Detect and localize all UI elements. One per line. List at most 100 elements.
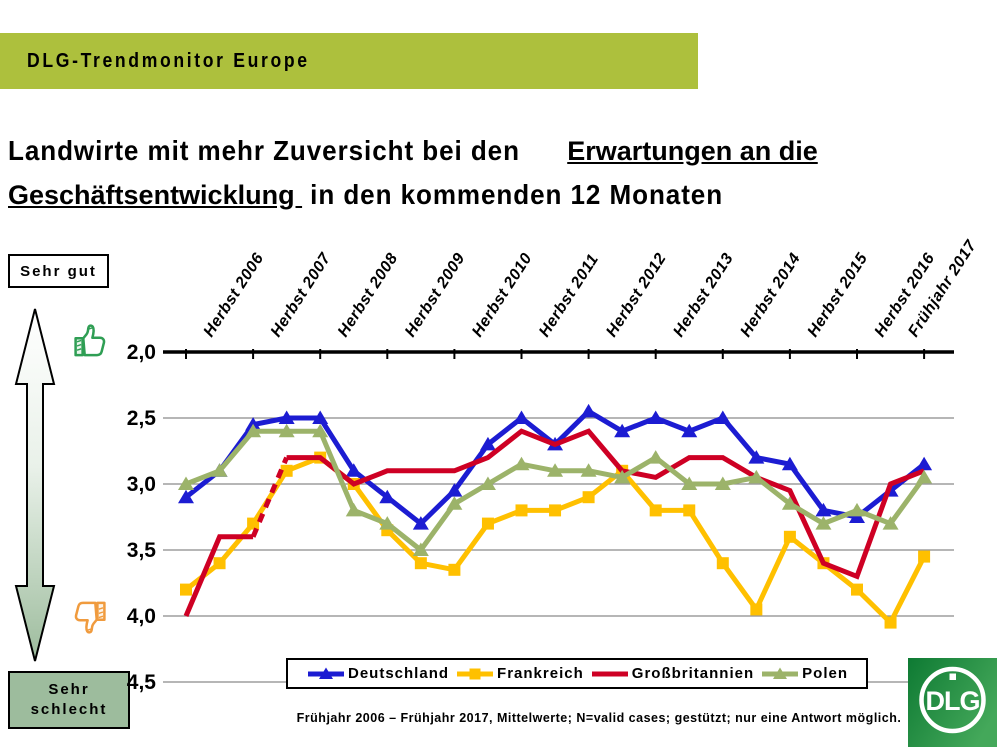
data-point-marker	[245, 423, 262, 438]
data-point-marker	[211, 463, 228, 477]
data-point-marker	[479, 436, 496, 451]
x-tick-label: Herbst 2009	[402, 250, 469, 340]
x-tick-label: Herbst 2012	[603, 250, 670, 340]
x-tick-label: Herbst 2010	[469, 250, 536, 340]
data-point-marker	[647, 450, 664, 464]
data-point-marker	[781, 456, 798, 471]
title-line-1: Landwirte mit mehr Zuversicht bei den Er…	[8, 131, 993, 175]
legend-label-grossbritannien: Großbritannien	[631, 665, 755, 682]
data-point-marker	[851, 583, 863, 596]
legend-label-frankreich: Frankreich	[497, 665, 584, 682]
x-tick-label-group: Herbst 2008	[335, 250, 402, 340]
x-tick-label-group: Herbst 2014	[737, 250, 804, 340]
data-point-marker	[849, 502, 865, 517]
data-point-marker	[916, 456, 933, 471]
x-tick-label: Herbst 2008	[335, 250, 402, 340]
data-point-marker	[448, 563, 461, 576]
data-point-marker	[278, 410, 295, 424]
footnote: Frühjahr 2006 – Frühjahr 2017, Mittelwer…	[296, 711, 902, 725]
x-tick-label: Herbst 2011	[536, 251, 602, 340]
x-tick-label-group: Herbst 2013	[670, 250, 737, 340]
data-point-marker	[748, 450, 765, 464]
data-point-marker	[446, 483, 463, 497]
series-line-großbritannien	[250, 456, 289, 538]
thumbs-up-icon	[74, 324, 106, 357]
data-point-marker	[280, 464, 293, 477]
y-tick-label: 3,0	[127, 473, 156, 496]
title-part-3-underlined: Geschäftsentwicklung	[8, 180, 303, 210]
x-tick-label: Herbst 2006	[201, 250, 268, 340]
data-point-marker	[412, 542, 429, 556]
data-point-marker	[748, 469, 765, 484]
sehr-schlecht-text-2: schlecht	[30, 701, 108, 718]
data-point-marker	[716, 557, 729, 570]
data-point-marker	[481, 517, 494, 530]
legend-marker	[773, 667, 788, 679]
legend-swatch-frankreich	[457, 668, 494, 679]
data-point-marker	[412, 516, 429, 530]
legend-marker	[469, 668, 481, 679]
data-point-marker	[918, 550, 931, 563]
dlg-logo: DLG	[908, 658, 997, 747]
data-point-marker	[247, 517, 260, 530]
legend-swatch-grossbritannien	[591, 671, 628, 676]
data-point-marker	[815, 502, 832, 517]
y-tick-label: 3,5	[127, 539, 157, 562]
data-point-marker	[446, 496, 463, 510]
data-point-marker	[783, 530, 796, 543]
data-point-marker	[345, 502, 362, 517]
data-point-marker	[312, 410, 329, 424]
data-point-marker	[515, 504, 528, 517]
data-point-marker	[278, 423, 295, 438]
legend-item-polen: Polen	[760, 665, 848, 682]
data-point-marker	[479, 476, 496, 490]
logo-circle	[919, 666, 986, 734]
legend-label-polen: Polen	[802, 665, 848, 682]
x-tick-label-group: Herbst 2010	[469, 250, 536, 340]
y-tick-label: 4,0	[127, 605, 156, 628]
x-tick-label-group: Herbst 2012	[603, 250, 670, 340]
legend-item-grossbritannien: Großbritannien	[590, 665, 754, 682]
x-tick-label-group: Herbst 2009	[402, 250, 469, 340]
page-title: Landwirte mit mehr Zuversicht bei den Er…	[8, 131, 993, 219]
data-point-marker	[815, 516, 832, 530]
logo-dot	[949, 673, 956, 680]
data-point-marker	[213, 557, 226, 570]
legend-swatch-deutschland	[308, 667, 344, 679]
data-point-marker	[649, 504, 662, 517]
header-bar: DLG-Trendmonitor Europe	[0, 33, 698, 89]
legend-item-deutschland: Deutschland	[306, 665, 449, 682]
y-tick-label: 4,5	[127, 671, 157, 694]
x-tick-label-group: Herbst 2007	[268, 250, 335, 340]
legend-swatch-polen	[762, 667, 799, 679]
data-point-marker	[882, 516, 899, 530]
x-tick-label-group: Herbst 2006	[201, 250, 268, 340]
sehr-schlecht-text-1: Sehr	[48, 681, 90, 698]
data-point-marker	[513, 410, 530, 424]
x-tick-label: Herbst 2015	[805, 250, 872, 340]
data-point-marker	[547, 463, 564, 477]
scale-arrow	[14, 308, 56, 662]
x-tick-label: Herbst 2013	[670, 250, 737, 340]
x-tick-label-group: Herbst 2011	[536, 251, 602, 340]
chart-legend: Deutschland Frankreich Großbritannien Po…	[286, 658, 868, 689]
series-line-großbritannien	[183, 534, 254, 617]
header-title: DLG-Trendmonitor Europe	[27, 50, 310, 72]
y-tick-label: 2,0	[127, 341, 156, 364]
data-point-marker	[513, 456, 530, 471]
data-point-marker	[884, 616, 897, 629]
data-point-marker	[614, 469, 631, 484]
series-line-großbritannien	[286, 428, 926, 580]
data-point-marker	[580, 403, 597, 418]
thumbs-down-icon	[74, 601, 106, 634]
data-point-marker	[414, 557, 427, 570]
scale-label-sehr-gut: Sehr gut	[8, 254, 109, 288]
data-point-marker	[180, 583, 192, 596]
data-point-marker	[379, 489, 396, 504]
x-tick-label: Herbst 2014	[737, 250, 804, 340]
data-point-marker	[714, 476, 731, 490]
data-point-marker	[580, 463, 597, 477]
legend-item-frankreich: Frankreich	[455, 665, 584, 682]
data-point-marker	[549, 504, 562, 517]
